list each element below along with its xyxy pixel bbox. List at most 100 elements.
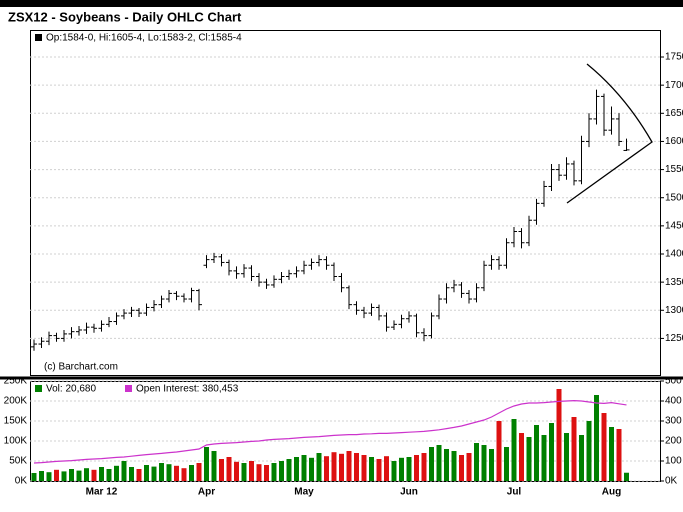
volume-bar bbox=[324, 456, 329, 481]
volume-bar bbox=[444, 449, 449, 481]
volume-bar bbox=[496, 421, 502, 481]
y-tick-label: 1500 bbox=[665, 192, 683, 203]
y-tick-label: 150K bbox=[4, 416, 28, 427]
volume-bar bbox=[421, 453, 427, 481]
volume-bar bbox=[114, 465, 119, 481]
volume-bar bbox=[451, 451, 457, 481]
volume-bar bbox=[211, 451, 217, 481]
y2-tick-label: 200 bbox=[665, 436, 682, 447]
volume-bar bbox=[286, 459, 292, 481]
volume-bar bbox=[384, 456, 389, 481]
copyright: (c) Barchart.com bbox=[44, 362, 118, 373]
volume-bar bbox=[69, 469, 74, 481]
volume-bar bbox=[46, 472, 52, 481]
volume-bar bbox=[339, 453, 344, 481]
volume-bar bbox=[399, 457, 404, 481]
volume-bar bbox=[76, 470, 82, 481]
volume-bar bbox=[84, 468, 89, 481]
volume-bar bbox=[159, 463, 164, 481]
y2-tick-label: 400 bbox=[665, 396, 682, 407]
volume-bar bbox=[594, 395, 599, 481]
volume-bar bbox=[129, 467, 134, 481]
info-text: Op:1584-0, Hi:1605-4, Lo:1583-2, Cl:1585… bbox=[46, 33, 242, 44]
legend-swatch bbox=[35, 385, 42, 392]
y-tick-label: 100K bbox=[4, 436, 28, 447]
volume-bar bbox=[474, 443, 479, 481]
open-interest-line bbox=[33, 399, 627, 464]
chart-title: ZSX12 - Soybeans - Daily OHLC Chart bbox=[8, 9, 242, 24]
volume-bar bbox=[624, 472, 629, 481]
volume-bar bbox=[189, 465, 194, 481]
price-panel bbox=[30, 30, 661, 376]
volume-bar bbox=[196, 463, 202, 481]
volume-bar bbox=[99, 467, 104, 481]
volume-bar bbox=[226, 457, 232, 481]
volume-bar bbox=[249, 461, 254, 481]
volume-bar bbox=[54, 469, 59, 481]
volume-bar bbox=[519, 433, 524, 481]
volume-bar bbox=[204, 447, 209, 481]
y-tick-label: 1550 bbox=[665, 164, 683, 175]
volume-bar bbox=[264, 465, 269, 481]
volume-bar bbox=[144, 465, 149, 481]
volume-bar bbox=[459, 455, 464, 481]
x-tick-label: Mar 12 bbox=[86, 487, 118, 498]
volume-bar bbox=[549, 423, 554, 481]
top-bar bbox=[0, 0, 683, 7]
volume-bar bbox=[376, 459, 382, 481]
volume-bar bbox=[121, 461, 127, 481]
volume-bar bbox=[564, 433, 569, 481]
x-tick-label: Jun bbox=[400, 487, 418, 498]
volume-bar bbox=[579, 435, 584, 481]
y-tick-label: 1650 bbox=[665, 108, 683, 119]
drawn-triangle bbox=[566, 63, 653, 204]
volume-bar bbox=[429, 447, 434, 481]
volume-bar bbox=[481, 445, 487, 481]
volume-bar bbox=[406, 457, 412, 481]
y-tick-label: 1700 bbox=[665, 80, 683, 91]
y-tick-label: 1400 bbox=[665, 249, 683, 260]
volume-bar bbox=[256, 464, 262, 481]
volume-bar bbox=[586, 421, 592, 481]
volume-bar bbox=[181, 468, 187, 481]
x-tick-label: Apr bbox=[198, 487, 215, 498]
volume-bar bbox=[511, 419, 517, 481]
legend-label: Vol: 20,680 bbox=[46, 384, 96, 395]
volume-bar bbox=[489, 449, 494, 481]
volume-bar bbox=[436, 445, 442, 481]
legend-label: Open Interest: 380,453 bbox=[136, 384, 239, 395]
x-tick-label: Jul bbox=[507, 487, 522, 498]
volume-bar bbox=[571, 417, 577, 481]
x-tick-label: Aug bbox=[602, 487, 621, 498]
volume-bar bbox=[556, 389, 562, 481]
info-marker bbox=[35, 34, 42, 41]
y-tick-label: 1350 bbox=[665, 277, 683, 288]
volume-bar bbox=[354, 453, 359, 481]
volume-bar bbox=[106, 469, 112, 481]
legend-swatch bbox=[125, 385, 132, 392]
volume-bar bbox=[271, 463, 277, 481]
volume-bar bbox=[504, 447, 509, 481]
volume-bar bbox=[369, 457, 374, 481]
volume-bar bbox=[316, 453, 322, 481]
volume-bar bbox=[91, 469, 97, 481]
volume-bar bbox=[526, 437, 532, 481]
volume-bar bbox=[346, 451, 352, 481]
volume-bar bbox=[151, 466, 157, 481]
volume-bar bbox=[361, 455, 367, 481]
volume-bar bbox=[541, 435, 547, 481]
volume-bar bbox=[414, 455, 419, 481]
y2-tick-label: 300 bbox=[665, 416, 682, 427]
volume-bar bbox=[166, 464, 172, 481]
volume-bar bbox=[301, 455, 307, 481]
volume-bar bbox=[534, 425, 539, 481]
volume-bar bbox=[609, 427, 614, 481]
volume-bar bbox=[601, 413, 607, 481]
y-tick-label: 1250 bbox=[665, 333, 683, 344]
volume-bar bbox=[391, 461, 397, 481]
volume-bar bbox=[241, 463, 247, 481]
volume-panel bbox=[30, 381, 661, 482]
y-tick-label: 1300 bbox=[665, 305, 683, 316]
volume-bar bbox=[309, 457, 314, 481]
y-tick-label: 1600 bbox=[665, 136, 683, 147]
